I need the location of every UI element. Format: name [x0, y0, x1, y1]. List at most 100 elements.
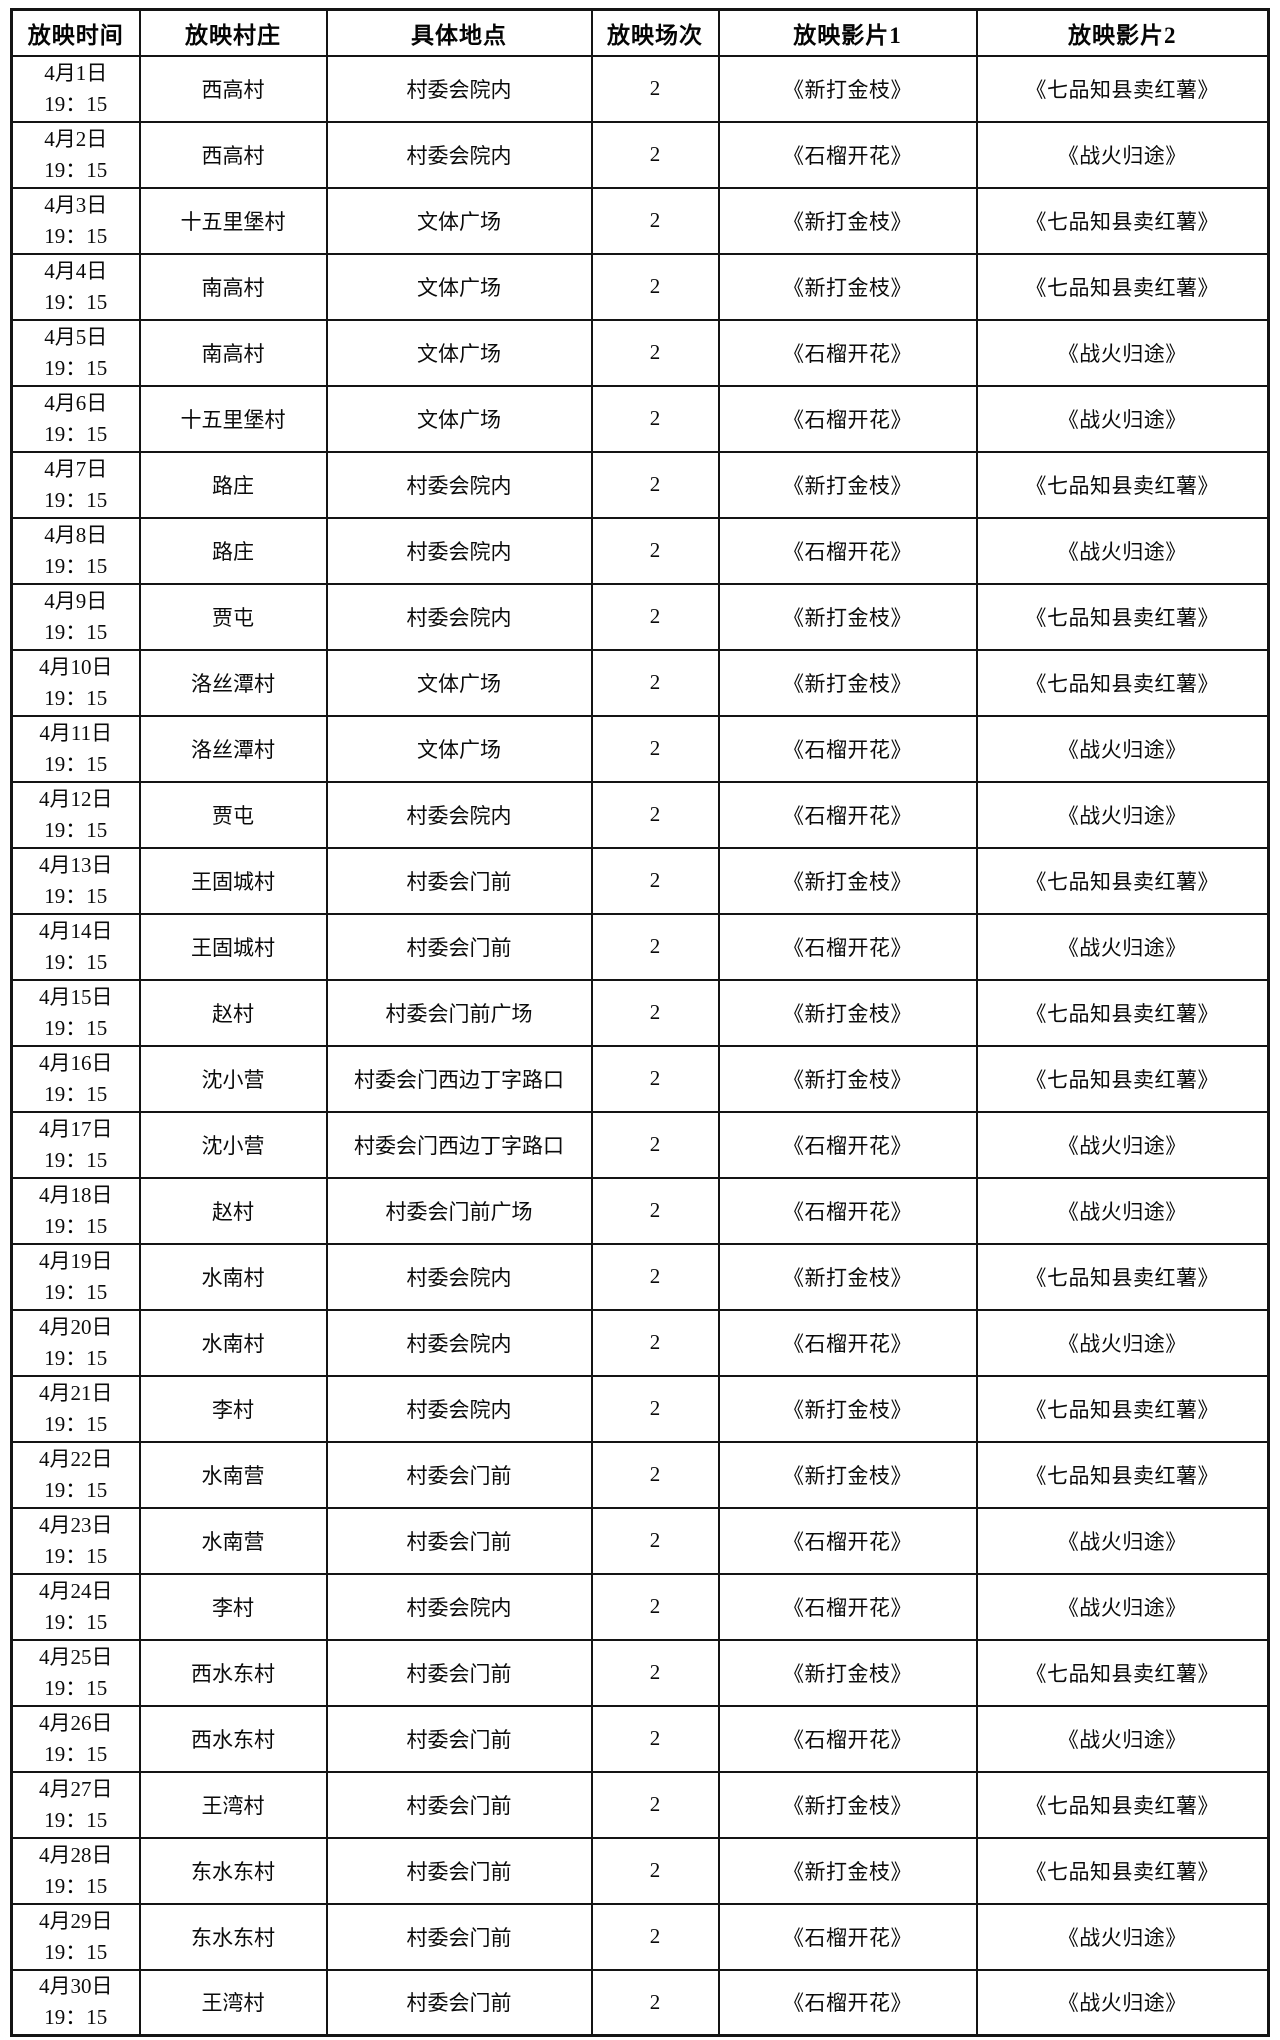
cell-film1: 《新打金枝》	[717, 1770, 978, 1839]
cell-date-time: 4月23日 19：15	[10, 1506, 141, 1575]
cell-date-time: 4月3日 19：15	[10, 186, 141, 255]
cell-film1: 《石榴开花》	[717, 1968, 978, 2037]
cell-date-time: 4月29日 19：15	[10, 1902, 141, 1971]
screening-time: 19：15	[44, 1807, 108, 1832]
screening-time: 19：15	[44, 1609, 108, 1634]
cell-location: 村委会门前	[325, 1440, 593, 1509]
screening-time: 19：15	[44, 487, 108, 512]
cell-date-time: 4月26日 19：15	[10, 1704, 141, 1773]
cell-location: 村委会院内	[325, 780, 593, 849]
cell-sessions: 2	[590, 1176, 720, 1245]
screening-date: 4月8日	[44, 522, 108, 547]
cell-village: 洛丝潭村	[138, 714, 328, 783]
column-header-2: 具体地点	[325, 8, 593, 57]
cell-date-time: 4月10日 19：15	[10, 648, 141, 717]
cell-location: 村委会门前	[325, 1704, 593, 1773]
cell-film1: 《新打金枝》	[717, 186, 978, 255]
cell-location: 村委会院内	[325, 1308, 593, 1377]
cell-date-time: 4月9日 19：15	[10, 582, 141, 651]
cell-film1: 《石榴开花》	[717, 1110, 978, 1179]
column-header-1: 放映村庄	[138, 8, 328, 57]
cell-village: 东水东村	[138, 1902, 328, 1971]
screening-time: 19：15	[44, 1675, 108, 1700]
cell-film1: 《石榴开花》	[717, 1176, 978, 1245]
cell-sessions: 2	[590, 582, 720, 651]
screening-date: 4月22日	[39, 1446, 113, 1471]
cell-village: 赵村	[138, 1176, 328, 1245]
cell-sessions: 2	[590, 450, 720, 519]
cell-date-time: 4月20日 19：15	[10, 1308, 141, 1377]
screening-time: 19：15	[44, 1015, 108, 1040]
cell-film1: 《新打金枝》	[717, 1374, 978, 1443]
screening-time: 19：15	[44, 1477, 108, 1502]
screening-time: 19：15	[44, 1081, 108, 1106]
cell-village: 王固城村	[138, 912, 328, 981]
cell-film2: 《七品知县卖红薯》	[975, 582, 1270, 651]
screening-date: 4月27日	[39, 1776, 113, 1801]
cell-film1: 《新打金枝》	[717, 1044, 978, 1113]
cell-location: 村委会院内	[325, 1242, 593, 1311]
cell-village: 李村	[138, 1572, 328, 1641]
cell-film2: 《战火归途》	[975, 912, 1270, 981]
cell-date-time: 4月7日 19：15	[10, 450, 141, 519]
table-row: 4月24日 19：15 李村 村委会院内 2 《石榴开花》 《战火归途》	[10, 1572, 1270, 1641]
cell-village: 路庄	[138, 516, 328, 585]
table-row: 4月6日 19：15 十五里堡村 文体广场 2 《石榴开花》 《战火归途》	[10, 384, 1270, 453]
screening-time: 19：15	[44, 91, 108, 116]
screening-date: 4月26日	[39, 1710, 113, 1735]
cell-date-time: 4月4日 19：15	[10, 252, 141, 321]
table-row: 4月9日 19：15 贾屯 村委会院内 2 《新打金枝》 《七品知县卖红薯》	[10, 582, 1270, 651]
cell-film1: 《石榴开花》	[717, 1572, 978, 1641]
cell-village: 十五里堡村	[138, 384, 328, 453]
cell-sessions: 2	[590, 780, 720, 849]
screening-date: 4月20日	[39, 1314, 113, 1339]
cell-film2: 《七品知县卖红薯》	[975, 978, 1270, 1047]
screening-date: 4月29日	[39, 1908, 113, 1933]
screening-date: 4月28日	[39, 1842, 113, 1867]
cell-sessions: 2	[590, 1968, 720, 2037]
screening-schedule-table: 放映时间 放映村庄 具体地点 放映场次 放映影片1 放映影片2 4月1日 19：15 西高…	[10, 8, 1270, 2037]
cell-film2: 《七品知县卖红薯》	[975, 1374, 1270, 1443]
screening-date: 4月4日	[44, 258, 108, 283]
cell-village: 王湾村	[138, 1770, 328, 1839]
screening-date: 4月12日	[39, 786, 113, 811]
cell-date-time: 4月22日 19：15	[10, 1440, 141, 1509]
table-row: 4月14日 19：15 王固城村 村委会门前 2 《石榴开花》 《战火归途》	[10, 912, 1270, 981]
cell-date-time: 4月25日 19：15	[10, 1638, 141, 1707]
cell-sessions: 2	[590, 516, 720, 585]
cell-location: 村委会院内	[325, 450, 593, 519]
cell-film1: 《石榴开花》	[717, 912, 978, 981]
cell-sessions: 2	[590, 1506, 720, 1575]
table-row: 4月4日 19：15 南高村 文体广场 2 《新打金枝》 《七品知县卖红薯》	[10, 252, 1270, 321]
cell-village: 西高村	[138, 120, 328, 189]
cell-date-time: 4月15日 19：15	[10, 978, 141, 1047]
cell-location: 村委会门前	[325, 1968, 593, 2037]
cell-village: 洛丝潭村	[138, 648, 328, 717]
screening-time: 19：15	[44, 553, 108, 578]
cell-film2: 《七品知县卖红薯》	[975, 1044, 1270, 1113]
cell-date-time: 4月17日 19：15	[10, 1110, 141, 1179]
cell-village: 十五里堡村	[138, 186, 328, 255]
cell-film2: 《战火归途》	[975, 384, 1270, 453]
cell-film1: 《新打金枝》	[717, 1638, 978, 1707]
screening-time: 19：15	[44, 1939, 108, 1964]
cell-location: 村委会门前	[325, 912, 593, 981]
screening-time: 19：15	[44, 223, 108, 248]
screening-time: 19：15	[44, 949, 108, 974]
cell-location: 村委会院内	[325, 516, 593, 585]
cell-village: 李村	[138, 1374, 328, 1443]
cell-film2: 《战火归途》	[975, 1902, 1270, 1971]
cell-film1: 《新打金枝》	[717, 846, 978, 915]
cell-village: 沈小营	[138, 1044, 328, 1113]
table-row: 4月30日 19：15 王湾村 村委会门前 2 《石榴开花》 《战火归途》	[10, 1968, 1270, 2037]
table-row: 4月28日 19：15 东水东村 村委会门前 2 《新打金枝》 《七品知县卖红薯…	[10, 1836, 1270, 1905]
cell-date-time: 4月30日 19：15	[10, 1968, 141, 2037]
screening-time: 19：15	[44, 817, 108, 842]
cell-location: 文体广场	[325, 186, 593, 255]
screening-date: 4月25日	[39, 1644, 113, 1669]
screening-time: 19：15	[44, 1543, 108, 1568]
cell-film2: 《战火归途》	[975, 516, 1270, 585]
cell-film2: 《战火归途》	[975, 318, 1270, 387]
cell-date-time: 4月14日 19：15	[10, 912, 141, 981]
